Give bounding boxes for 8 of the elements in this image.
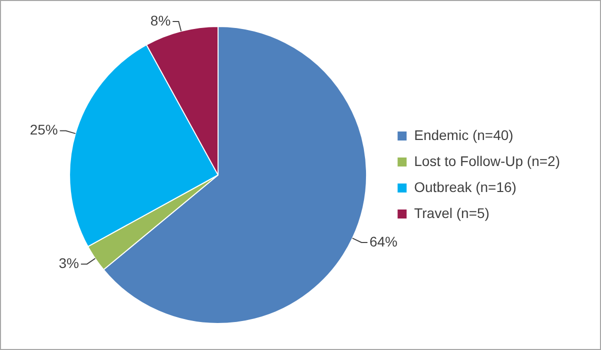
legend-label: Travel (n=5) [414,204,490,221]
data-label: 64% [369,233,398,250]
data-label: 25% [30,122,58,138]
data-label: 3% [58,254,79,271]
legend-label: Outbreak (n=16) [414,178,516,195]
data-label: 8% [150,12,171,28]
legend-label: Endemic (n=40) [414,126,514,143]
legend-label: Lost to Follow-Up (n=2) [414,152,560,169]
